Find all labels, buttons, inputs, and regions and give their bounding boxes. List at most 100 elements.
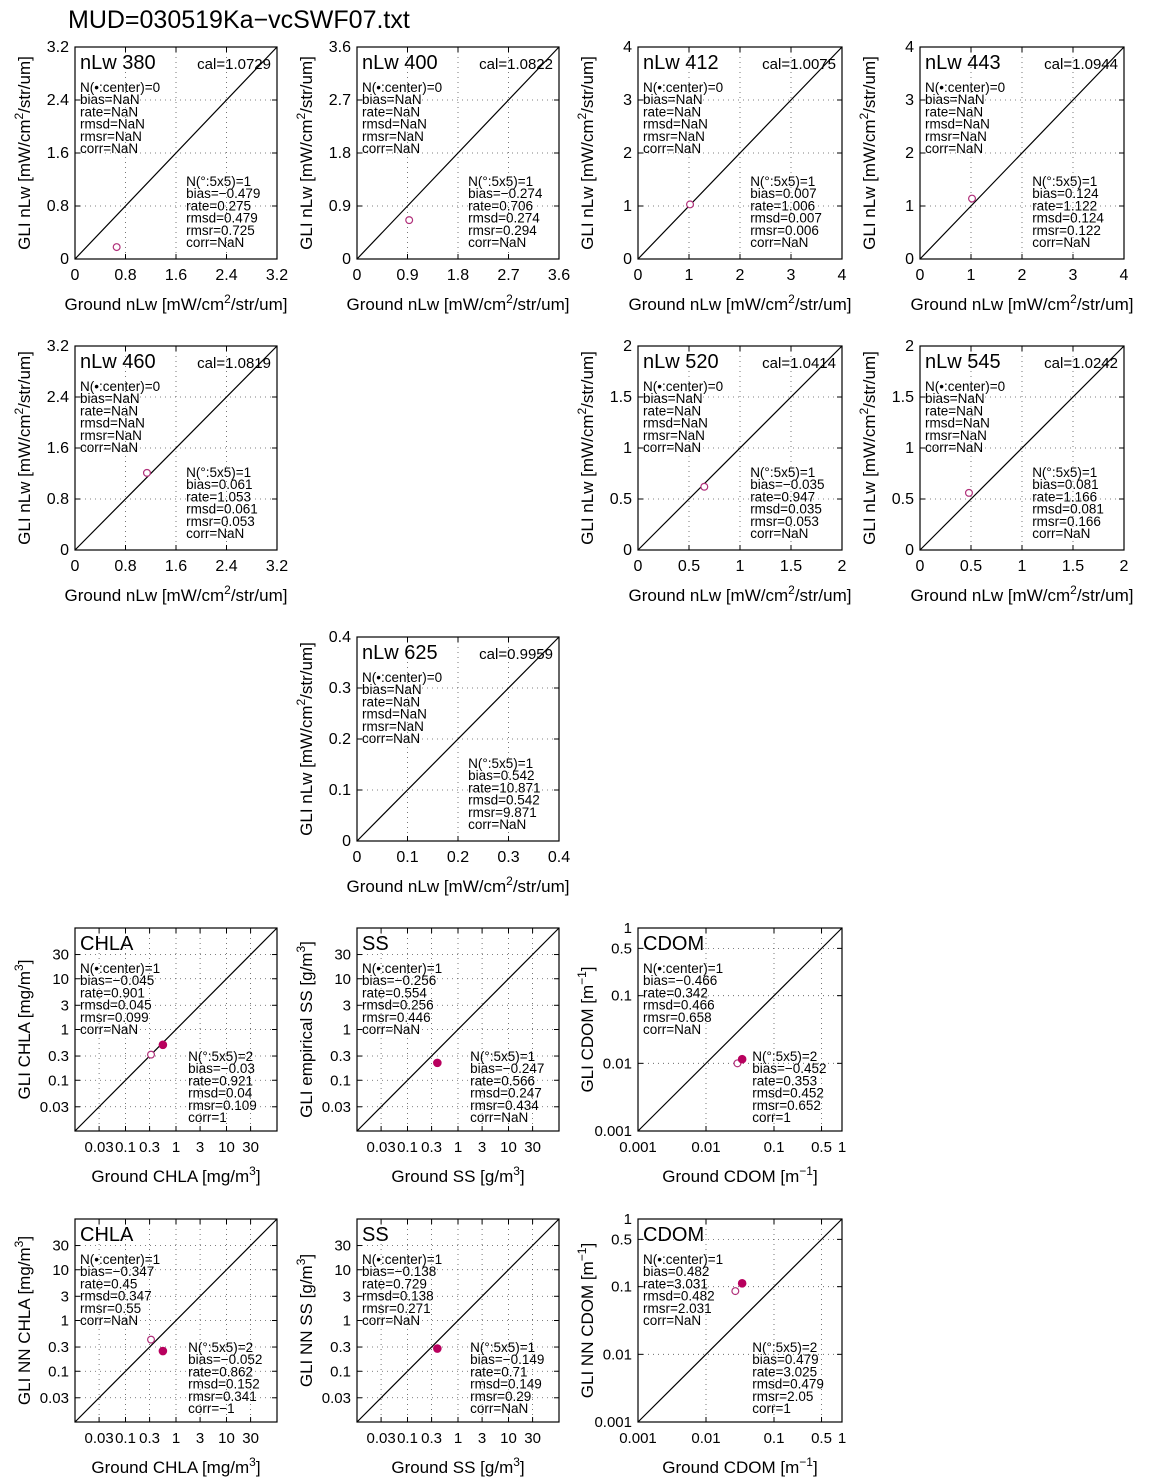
x-tick-label: 1 — [685, 267, 694, 284]
one-to-one-line — [74, 1218, 278, 1423]
x-tick-label: 1.6 — [165, 267, 187, 284]
y-tick-label: 0.5 — [611, 1231, 632, 1248]
open-marker — [700, 482, 709, 491]
stats-center-line: rmsd=NaN — [362, 117, 427, 132]
one-to-one-line — [919, 46, 1125, 260]
stats-box-line: N(°:5x5)=2 — [752, 1340, 817, 1355]
stats-center-line: N(•:center)=1 — [643, 961, 723, 976]
stats-box-line: bias=0.007 — [750, 186, 816, 201]
stats-box-line: rate=0.71 — [470, 1364, 527, 1379]
x-tick-label: 2 — [736, 267, 745, 284]
stats-box-line: rate=1.122 — [1032, 198, 1097, 213]
y-tick-label: 0.1 — [330, 1072, 351, 1089]
panel-title: SS — [362, 933, 389, 955]
stats-box-line: rmsr=0.109 — [188, 1098, 257, 1113]
x-tick-label: 0.1 — [115, 1139, 136, 1156]
stats-center-line: bias=NaN — [925, 92, 985, 107]
y-tick-label: 0 — [905, 251, 914, 268]
x-tick-label: 0.1 — [397, 1430, 418, 1447]
one-to-one-line — [356, 636, 560, 842]
y-tick-label: 0.8 — [47, 198, 69, 215]
stats-center-line: bias=NaN — [80, 391, 140, 406]
stats-center-line: rate=NaN — [643, 403, 701, 418]
x-tick-label: 10 — [500, 1139, 517, 1156]
x-tick-label: 0.1 — [396, 849, 418, 866]
x-axis-label: Ground CDOM [m−1] — [662, 1164, 817, 1186]
stats-center-line: rmsr=0.658 — [643, 1010, 712, 1025]
x-tick-label: 4 — [1120, 267, 1129, 284]
y-tick-label: 0.3 — [48, 1048, 69, 1065]
x-tick-label: 30 — [242, 1430, 259, 1447]
stats-center-line: rmsd=NaN — [643, 117, 708, 132]
one-to-one-line — [637, 1218, 843, 1423]
panel-title: nLw 520 — [643, 351, 719, 373]
x-tick-label: 0.8 — [114, 558, 136, 575]
y-tick-label: 10 — [52, 1262, 69, 1279]
one-to-one-line — [74, 46, 278, 260]
y-axis-label: GLI empirical SS [g/m3] — [294, 941, 316, 1118]
stats-box-line: N(°:5x5)=1 — [750, 174, 815, 189]
x-tick-label: 0.1 — [397, 1139, 418, 1156]
x-tick-label: 0.3 — [421, 1139, 442, 1156]
y-tick-label: 1 — [61, 1313, 69, 1330]
stats-center-line: rate=NaN — [80, 104, 138, 119]
stats-box-line: rmsd=0.152 — [188, 1377, 260, 1392]
y-tick-label: 0.01 — [603, 1055, 632, 1072]
y-axis-label: GLI nLw [mW/cm2/str/um] — [12, 351, 34, 545]
stats-center-line: rmsd=0.466 — [643, 998, 715, 1013]
stats-center-line: rmsr=NaN — [925, 129, 987, 144]
stats-box-line: bias=0.124 — [1032, 186, 1099, 201]
one-to-one-line — [637, 46, 843, 260]
panel-nlw380: 0 0.8 1.6 2.4 3.2 0 0.8 1.6 2.4 3.2 Ground nLw [mW… — [12, 39, 288, 314]
y-tick-label: 1 — [905, 198, 914, 215]
y-axis-label: GLI nLw [mW/cm2/str/um] — [294, 642, 316, 836]
stats-center-line: N(•:center)=0 — [643, 80, 723, 95]
y-tick-label: 0.5 — [611, 940, 632, 957]
stats-box-line: bias=0.479 — [752, 1352, 818, 1367]
stats-box-line: rmsd=0.247 — [470, 1086, 542, 1101]
y-tick-label: 0.1 — [611, 1279, 632, 1296]
stats-box-line: corr=1 — [188, 1110, 227, 1125]
y-tick-label: 1.6 — [47, 440, 69, 457]
stats-box-line: rmsr=0.341 — [188, 1389, 257, 1404]
panel-nlw520: 0 0.5 1 1.5 2 0 0.5 1 1.5 2 Ground nLw [mW/cm2/str… — [575, 338, 852, 605]
stats-box-line: rate=1.053 — [186, 489, 251, 504]
stats-center-line: rate=NaN — [925, 403, 983, 418]
stats-center-line: bias=NaN — [643, 92, 703, 107]
x-tick-label: 0.5 — [811, 1139, 832, 1156]
y-tick-label: 2.4 — [47, 389, 69, 406]
cal-label: cal=1.0729 — [197, 56, 271, 73]
y-tick-label: 3 — [623, 92, 632, 109]
stats-box-line: N(°:5x5)=1 — [750, 465, 815, 480]
stats-box-line: N(°:5x5)=1 — [470, 1340, 535, 1355]
x-tick-label: 0 — [634, 558, 643, 575]
panel-title: nLw 545 — [925, 351, 1001, 373]
y-tick-label: 0.1 — [329, 782, 351, 799]
one-to-one-line — [356, 46, 560, 260]
stats-box-line: rmsd=0.479 — [186, 211, 258, 226]
stats-center-line: bias=NaN — [362, 682, 422, 697]
stats-box-line: rate=1.006 — [750, 198, 815, 213]
y-axis-label: GLI nLw [mW/cm2/str/um] — [857, 351, 879, 545]
y-tick-label: 1 — [624, 1211, 632, 1228]
panel-nlw412: 0 1 2 3 4 0 1 2 3 4 Ground nLw [mW/cm2/str/um] GLI … — [575, 39, 852, 314]
open-marker — [142, 468, 151, 477]
stats-center-line: bias=NaN — [80, 92, 140, 107]
x-tick-label: 0 — [353, 849, 362, 866]
stats-box-line: corr=NaN — [750, 526, 808, 541]
x-tick-label: 1 — [736, 558, 745, 575]
stats-center-line: bias=−0.138 — [362, 1264, 436, 1279]
y-tick-label: 30 — [52, 1238, 69, 1255]
stats-center-line: rmsd=NaN — [643, 416, 708, 431]
x-axis-label: Ground SS [g/m3] — [391, 1455, 524, 1477]
x-tick-label: 1 — [172, 1139, 180, 1156]
stats-center-line: rate=NaN — [80, 403, 138, 418]
stats-center-line: corr=NaN — [362, 1313, 420, 1328]
stats-center-line: rate=0.729 — [362, 1276, 427, 1291]
y-tick-label: 10 — [52, 971, 69, 988]
stats-box-line: rmsd=0.007 — [750, 211, 822, 226]
stats-center-line: N(•:center)=0 — [80, 379, 160, 394]
x-tick-label: 1 — [967, 267, 976, 284]
x-tick-label: 10 — [500, 1430, 517, 1447]
